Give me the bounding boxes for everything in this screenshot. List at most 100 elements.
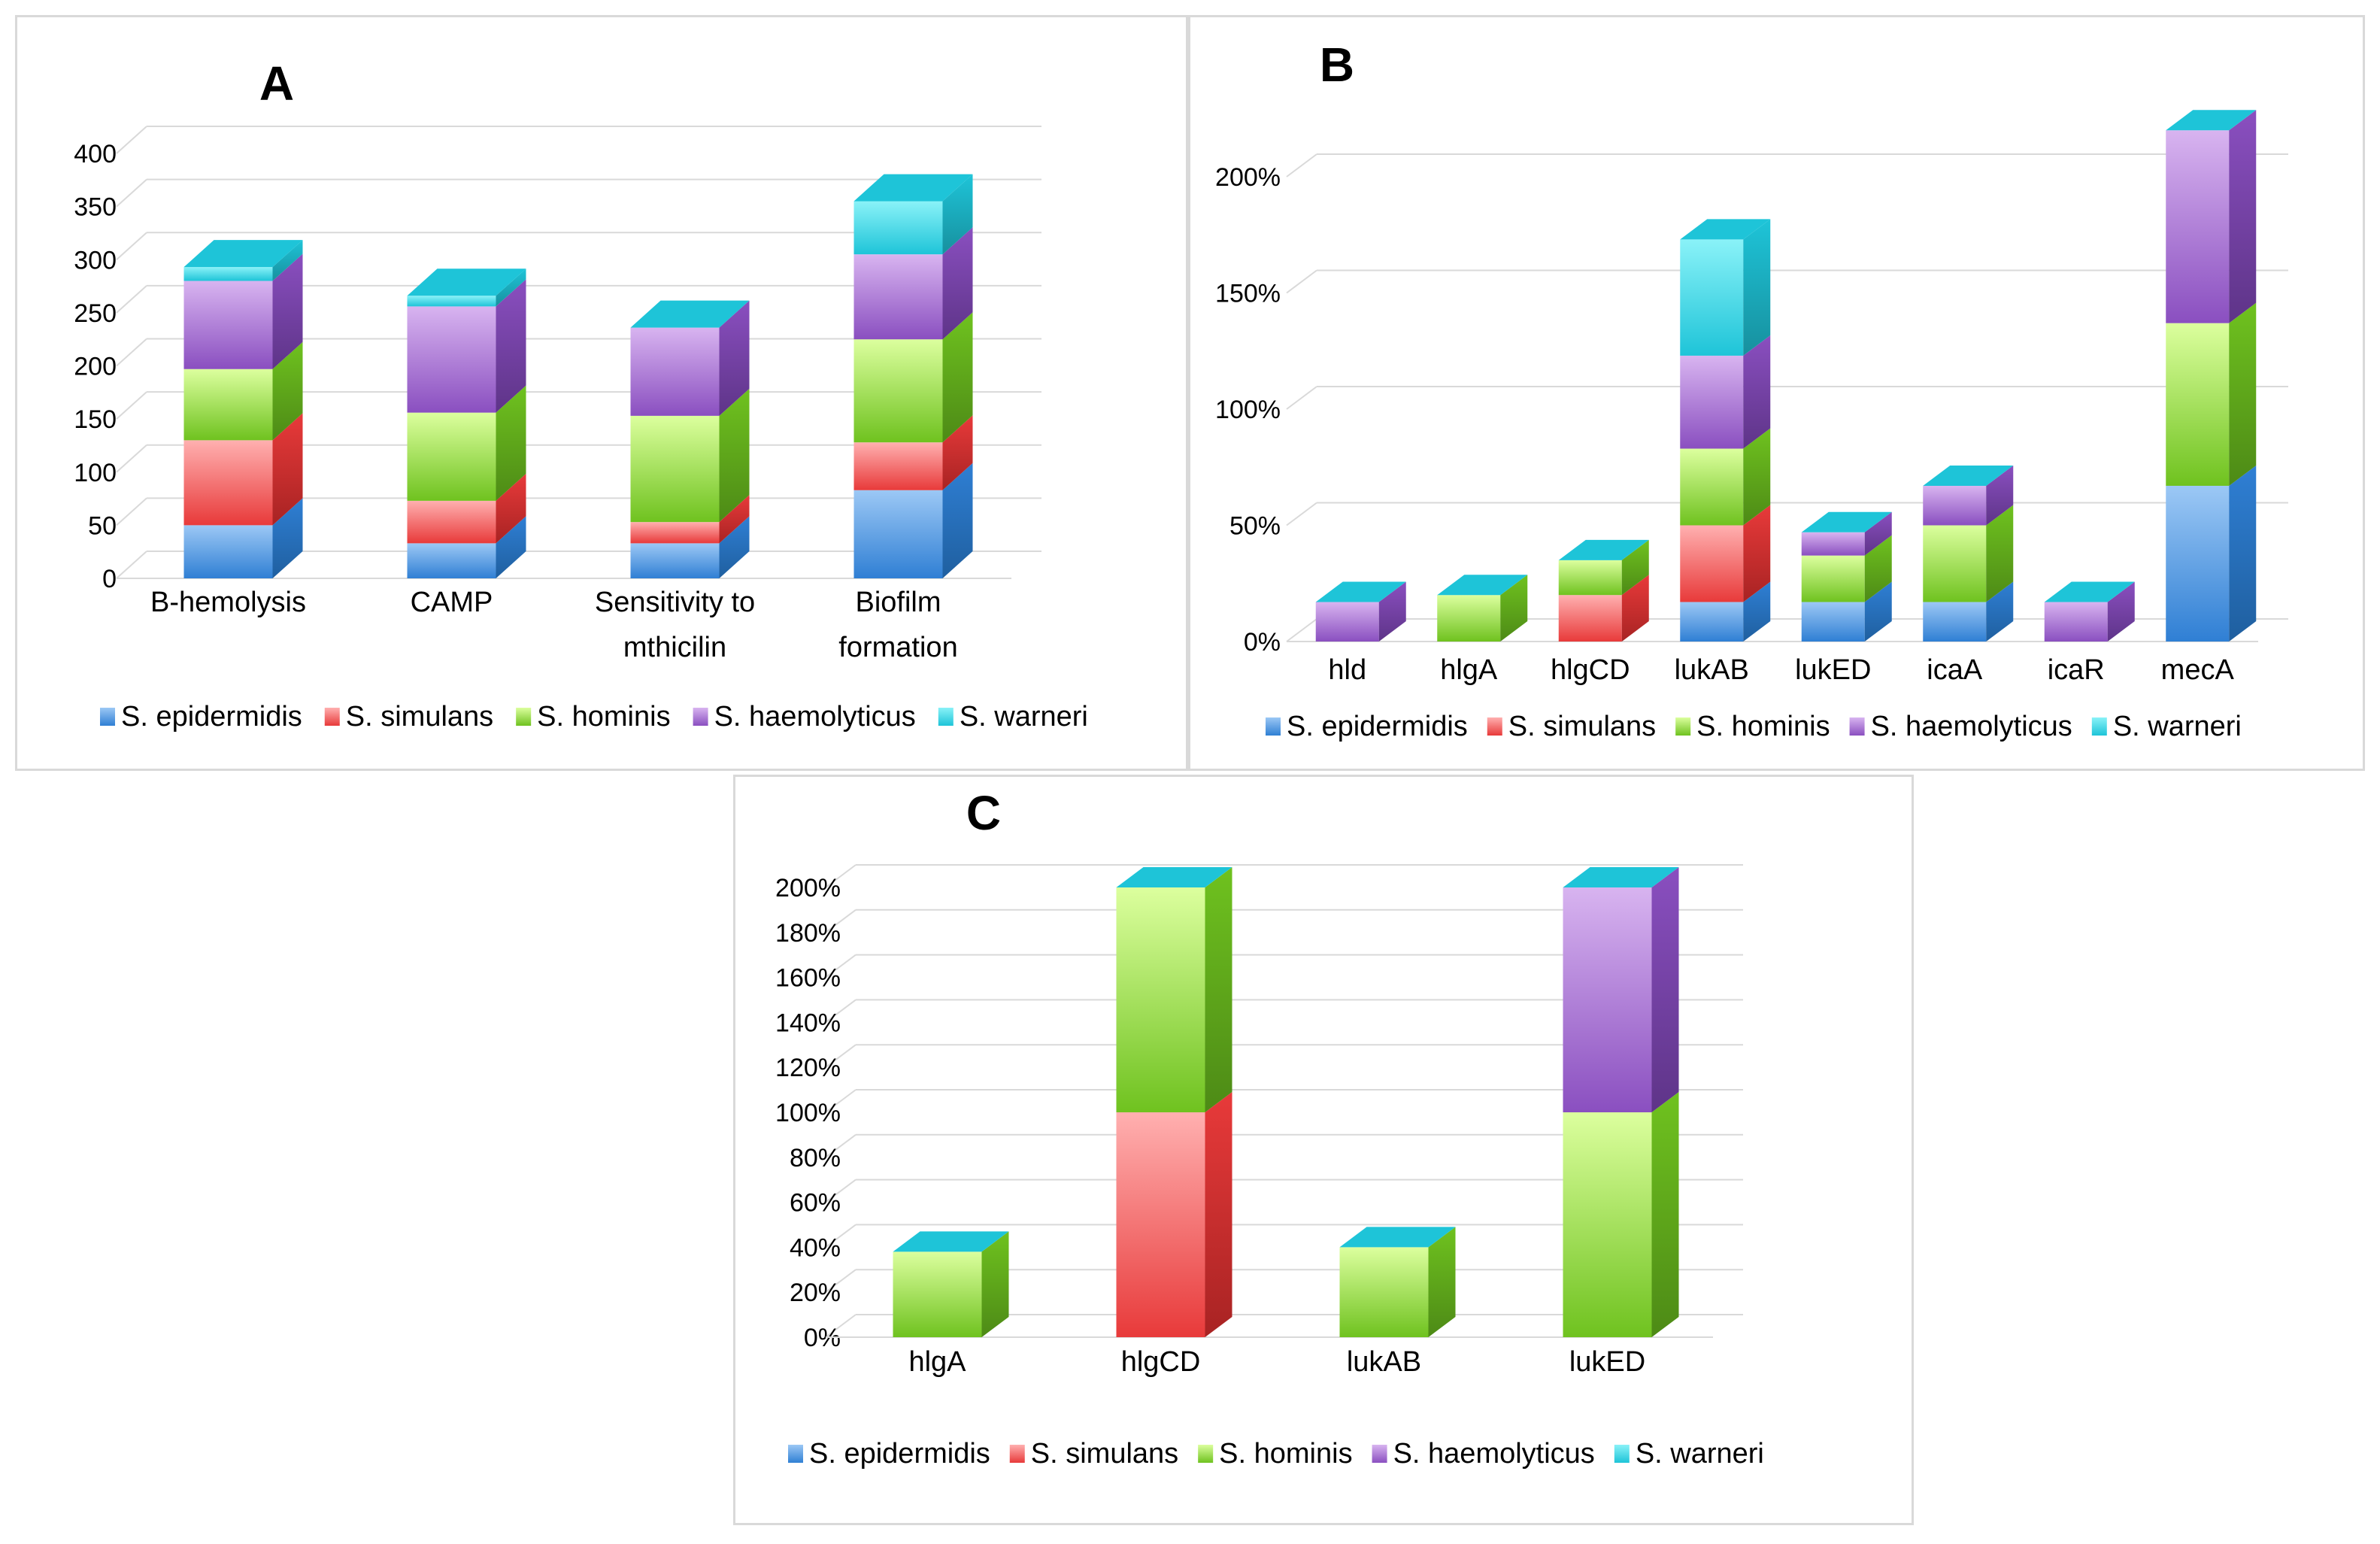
chart-b-bar-hlgcd-s-simulans	[1558, 575, 1649, 642]
chart-a-bar-top-camp	[407, 268, 526, 296]
chart-a-x-tick-label: formation	[838, 632, 957, 663]
chart-b-bar-lukab-s-simulans	[1680, 505, 1771, 602]
chart-c-grid-diagonal	[825, 999, 856, 1024]
chart-b-legend: S. epidermidis S. simulans S. hominis S. ha…	[1266, 711, 2242, 742]
chart-a-svg: 0 50 100 150 200 250 300 350 400 B-hemolysis CAMP S…	[74, 56, 1088, 733]
chart-c-bar-hlgcd-s-hominis	[1116, 867, 1232, 1112]
chart-c-bar-top-hlga	[893, 1231, 1009, 1252]
chart-b-legend-label: S. epidermidis	[1287, 711, 1468, 742]
chart-a-bar-top-sensitivity-to-mthicilin	[630, 300, 750, 328]
chart-b-bar-lukab-s-epidermidis	[1680, 581, 1771, 642]
chart-c-grid-diagonal	[825, 1089, 856, 1113]
chart-c-y-tick-label: 120%	[775, 1054, 841, 1082]
chart-c-panel-letter: C	[966, 786, 1001, 840]
chart-c-bar-luked-s-haemolyticus	[1563, 867, 1679, 1112]
chart-c-grid-diagonal	[825, 954, 856, 978]
chart-c-legend-swatch	[1009, 1445, 1025, 1463]
chart-a-grid-diagonal	[116, 338, 147, 367]
chart-b-bar-top-icar	[2044, 581, 2135, 602]
chart-b-grid-diagonal	[1286, 269, 1317, 294]
chart-c-grid-diagonal	[825, 909, 856, 933]
chart-b-grid-diagonal	[1286, 153, 1317, 177]
chart-b-y-tick-label: 0%	[1244, 628, 1281, 657]
chart-b-bar-icaa-s-hominis	[1923, 505, 2014, 602]
chart-b-bar-meca-s-haemolyticus	[2166, 110, 2257, 323]
chart-a-legend-item-s-hominis: S. hominis	[516, 701, 671, 733]
chart-a-bar-sensitivity-to-mthicilin-s-epidermidis	[630, 516, 750, 578]
chart-a-bar-sensitivity-to-mthicilin-s-haemolyticus	[630, 300, 750, 416]
chart-c-x-tick-label: lukAB	[1347, 1346, 1421, 1378]
chart-a-x-tick-label: mthicilin	[623, 632, 726, 663]
chart-a-y-tick-label: 100	[74, 459, 117, 487]
chart-b-bar-lukab-s-haemolyticus	[1680, 335, 1771, 449]
chart-b-bar-top-lukab	[1680, 219, 1771, 240]
chart-b-bar-top-meca	[2166, 110, 2257, 131]
chart-b-x-tick-label: hlgCD	[1551, 654, 1630, 686]
chart-c-grid-diagonal	[825, 864, 856, 888]
chart-b-bar-top-hlgcd	[1558, 539, 1649, 560]
chart-c-legend-item-s-simulans: S. simulans	[1009, 1438, 1178, 1470]
chart-b-legend-label: S. hominis	[1696, 711, 1830, 742]
chart-c-bar-top-lukab	[1339, 1227, 1456, 1248]
chart-b-legend-label: S. warneri	[2113, 711, 2242, 742]
chart-c-grid-diagonal	[825, 1178, 856, 1203]
chart-a-bar-b-hemolysis-s-hominis	[183, 341, 303, 441]
chart-c-legend-swatch	[1198, 1445, 1214, 1463]
chart-b-bar-icar-s-haemolyticus	[2044, 581, 2135, 642]
chart-a-legend-swatch	[693, 708, 708, 726]
chart-b-bar-lukab-s-warneri	[1680, 219, 1771, 356]
chart-a-grid-diagonal	[116, 391, 147, 420]
chart-b-bar-meca-s-hominis	[2166, 302, 2257, 486]
chart-a-bar-b-hemolysis-s-warneri	[183, 240, 303, 281]
chart-b-bar-top-icaa	[1923, 465, 2014, 486]
chart-b-legend-item-s-haemolyticus: S. haemolyticus	[1849, 711, 2072, 742]
chart-panel-b: 0% 50% 100% 150% 200% hld hlgA hlgCD lukAB lukED i…	[1188, 15, 2365, 771]
chart-c-x-tick-label: hlgA	[908, 1346, 966, 1378]
chart-c-legend-item-s-haemolyticus: S. haemolyticus	[1372, 1438, 1595, 1470]
chart-b-bar-hlga-s-hominis	[1437, 575, 1528, 642]
chart-a-x-tick-label: CAMP	[411, 587, 493, 618]
chart-a-legend-label: S. hominis	[537, 701, 670, 733]
chart-a-legend-label: S. warneri	[960, 701, 1088, 733]
chart-c-y-tick-label: 100%	[775, 1099, 841, 1127]
chart-b-legend-item-s-hominis: S. hominis	[1675, 711, 1830, 742]
chart-b-bar-top-hlga	[1437, 575, 1528, 596]
chart-c-bar-luked-s-hominis	[1563, 1092, 1679, 1337]
chart-a-x-tick-label: B-hemolysis	[150, 587, 306, 618]
chart-c-bar-top-hlgcd	[1116, 867, 1232, 887]
chart-c-y-tick-label: 140%	[775, 1009, 841, 1037]
chart-b-bar-luked-s-haemolyticus	[1801, 511, 1892, 556]
chart-c-x-tick-label: hlgCD	[1121, 1346, 1201, 1378]
chart-c-legend-swatch	[788, 1445, 803, 1463]
chart-a-legend: S. epidermidis S. simulans S. hominis S. ha…	[100, 701, 1088, 733]
chart-c-legend: S. epidermidis S. simulans S. hominis S. ha…	[788, 1438, 1764, 1470]
chart-c-bar-top-luked	[1563, 867, 1679, 887]
chart-c-svg: 0%20%40%60%80%100%120%140%160%180%200%hl…	[775, 786, 1764, 1470]
chart-b-y-tick-label: 50%	[1229, 512, 1281, 541]
chart-a-x-tick-label: Sensitivity to	[595, 587, 755, 618]
chart-b-grid-diagonal	[1286, 502, 1317, 526]
chart-a-bar-top-biofilm-formation	[853, 174, 973, 202]
chart-c-y-tick-label: 60%	[790, 1189, 841, 1218]
chart-c-grid-diagonal	[825, 1224, 856, 1248]
chart-a-bar-b-hemolysis-s-epidermidis	[183, 498, 303, 578]
chart-a-y-tick-label: 400	[74, 140, 117, 168]
chart-c-legend-label: S. haemolyticus	[1393, 1438, 1595, 1470]
chart-a-bar-camp-s-warneri	[407, 268, 526, 307]
chart-a-grid-diagonal	[116, 126, 147, 154]
chart-a-y-tick-label: 150	[74, 405, 117, 434]
chart-b-y-tick-label: 200%	[1215, 163, 1281, 192]
chart-c-legend-item-s-warneri: S. warneri	[1614, 1438, 1764, 1470]
chart-a-legend-item-s-epidermidis: S. epidermidis	[100, 701, 302, 733]
chart-c-grid-diagonal	[825, 1133, 856, 1158]
chart-b-bar-luked-s-hominis	[1801, 535, 1892, 602]
chart-a-legend-label: S. haemolyticus	[714, 701, 916, 733]
chart-b-legend-item-s-simulans: S. simulans	[1487, 711, 1656, 742]
chart-c-y-tick-label: 40%	[790, 1233, 841, 1262]
chart-b-svg: 0% 50% 100% 150% 200% hld hlgA hlgCD lukAB lukED i…	[1215, 38, 2288, 742]
chart-b-legend-swatch	[1266, 717, 1281, 736]
chart-a-bar-camp-s-hominis	[407, 385, 526, 501]
chart-a-legend-swatch	[938, 708, 954, 726]
chart-b-y-tick-label: 150%	[1215, 280, 1281, 308]
chart-c-bar-lukab-s-hominis	[1339, 1227, 1456, 1337]
